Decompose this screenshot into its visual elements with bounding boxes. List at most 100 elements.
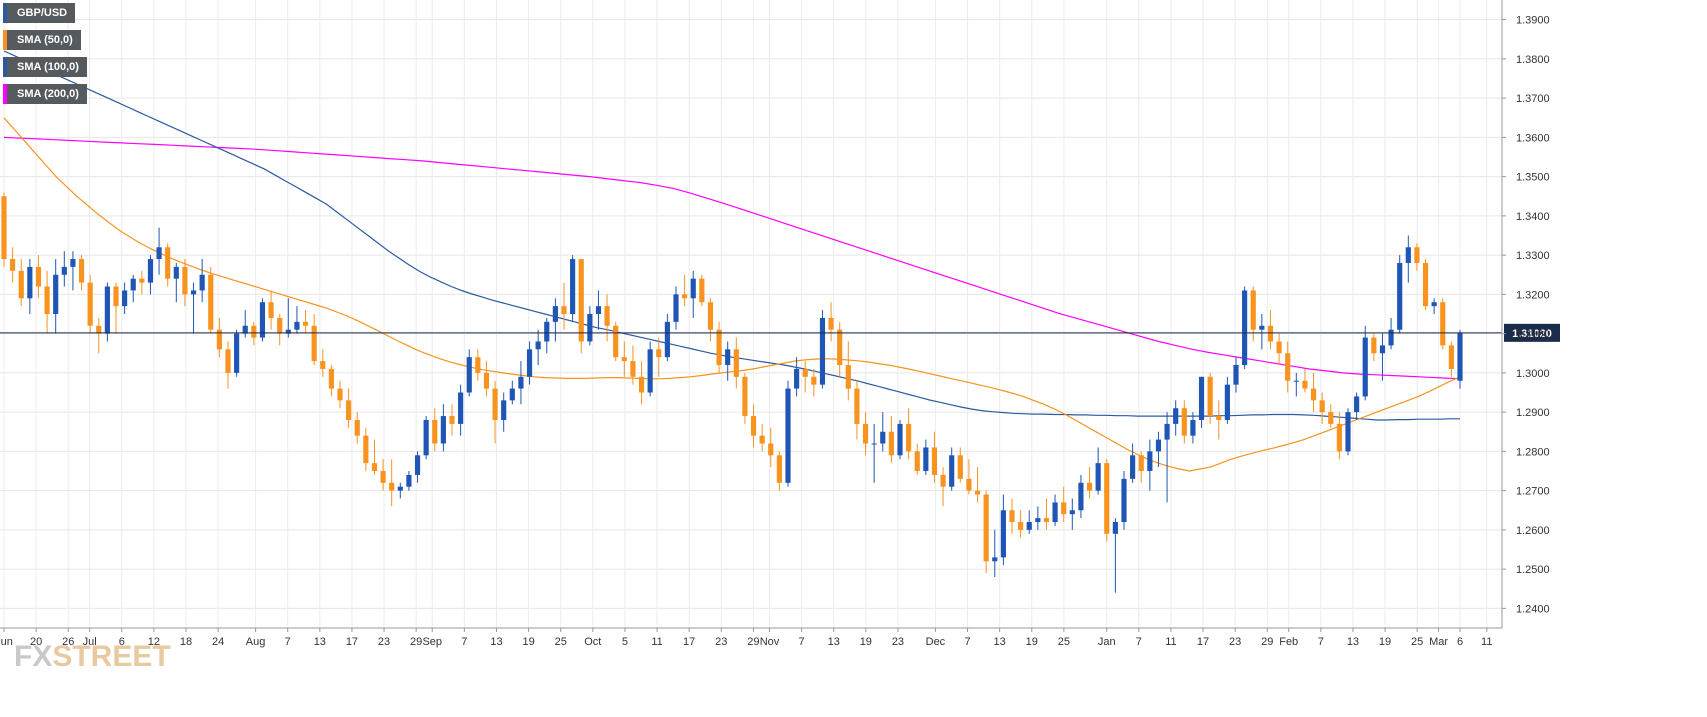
x-tick-label: 7 (964, 636, 970, 648)
x-tick-label: 25 (1058, 636, 1070, 648)
candle (1035, 506, 1041, 530)
y-tick-label: 1.3400 (1516, 211, 1550, 223)
candle-body (1293, 380, 1299, 382)
candle-body (535, 341, 541, 350)
candle-body (1164, 423, 1170, 440)
candle (18, 259, 24, 307)
candle-body (35, 266, 42, 287)
candle-body (1328, 412, 1334, 424)
candle-body (544, 321, 550, 342)
candle-body (458, 392, 464, 424)
candle (854, 380, 860, 440)
x-tick-label: 20 (30, 636, 42, 648)
x-tick-label: 13 (1347, 636, 1359, 648)
candle (983, 490, 989, 574)
candle (621, 341, 627, 377)
candle (1198, 376, 1205, 428)
candle (216, 317, 222, 358)
legend-gbpusd[interactable]: GBP/USD (3, 3, 76, 23)
candle-body (397, 486, 403, 491)
candle (759, 423, 765, 452)
legend-sma-200[interactable]: SMA (200,0) (3, 84, 87, 104)
candle-body (1233, 365, 1239, 385)
candle (165, 243, 171, 287)
candle (466, 349, 472, 397)
candle-body (1147, 451, 1153, 471)
candle (389, 459, 395, 507)
y-tick-label: 1.3000 (1516, 368, 1550, 380)
legend-swatch (3, 30, 7, 50)
candle-body (638, 376, 645, 393)
candle-body (414, 455, 421, 475)
candle (1336, 412, 1342, 460)
candle (828, 302, 834, 342)
x-tick-label: Aug (246, 636, 266, 648)
candle (1069, 498, 1075, 530)
candle-body (768, 443, 774, 456)
candle-body (328, 368, 334, 389)
candle (526, 341, 533, 385)
candle-body (277, 317, 283, 334)
legend-sma-50[interactable]: SMA (50,0) (3, 30, 81, 50)
candle (397, 482, 403, 499)
candle (1130, 443, 1136, 483)
candle-body (518, 376, 524, 389)
legend-sma-100[interactable]: SMA (100,0) (3, 57, 87, 77)
candle (561, 282, 567, 330)
legend: GBP/USD SMA (50,0) SMA (100,0) SMA (200,… (3, 3, 87, 111)
candle-body (242, 325, 248, 334)
candle (380, 459, 386, 491)
candle (147, 255, 154, 295)
candle (819, 310, 826, 389)
candle-body (906, 423, 912, 452)
candle-body (1242, 290, 1248, 366)
x-tick-label: 19 (860, 636, 872, 648)
candle (1018, 510, 1024, 538)
candle (931, 431, 938, 483)
x-tick-label: 5 (622, 636, 628, 648)
candle-body (1440, 302, 1446, 346)
candle (1362, 325, 1368, 401)
x-tick-label: Jan (1098, 636, 1116, 648)
x-tick-label: 29 (747, 636, 759, 648)
candle-body (621, 357, 627, 362)
candle-body (750, 416, 757, 436)
candle (811, 368, 817, 397)
candle-body (854, 388, 860, 424)
candle (1259, 314, 1265, 350)
candle (1276, 333, 1282, 366)
candle-body (1095, 463, 1101, 491)
candle (966, 459, 972, 495)
legend-swatch (3, 84, 7, 104)
candle-body (449, 416, 455, 424)
candle (1190, 412, 1196, 444)
candle-body (70, 259, 76, 267)
candle (707, 298, 714, 342)
legend-swatch (3, 57, 7, 77)
y-tick-label: 1.2700 (1516, 486, 1550, 498)
candle (974, 467, 981, 503)
candle (837, 321, 843, 377)
candle (587, 306, 593, 346)
candle-body (1302, 380, 1308, 389)
sma-100-line (3, 50, 1460, 421)
candle (440, 404, 446, 452)
candle-body (914, 451, 920, 471)
candle-body (802, 368, 808, 377)
y-tick-label: 1.2400 (1516, 603, 1550, 615)
candle-body (682, 294, 688, 299)
candle (449, 404, 455, 436)
x-tick-label: Dec (926, 636, 946, 648)
x-tick-label: 7 (461, 636, 467, 648)
candle (613, 321, 619, 362)
logo-fx: FX (14, 640, 53, 673)
candle-body (1, 196, 7, 260)
x-tick-label: 25 (1411, 636, 1423, 648)
candle (1164, 412, 1170, 503)
candle-body (1000, 510, 1006, 558)
candle-body (1422, 262, 1429, 307)
candle-body (828, 317, 834, 330)
candle (10, 247, 16, 283)
candle (1147, 439, 1153, 491)
candle (354, 412, 360, 444)
